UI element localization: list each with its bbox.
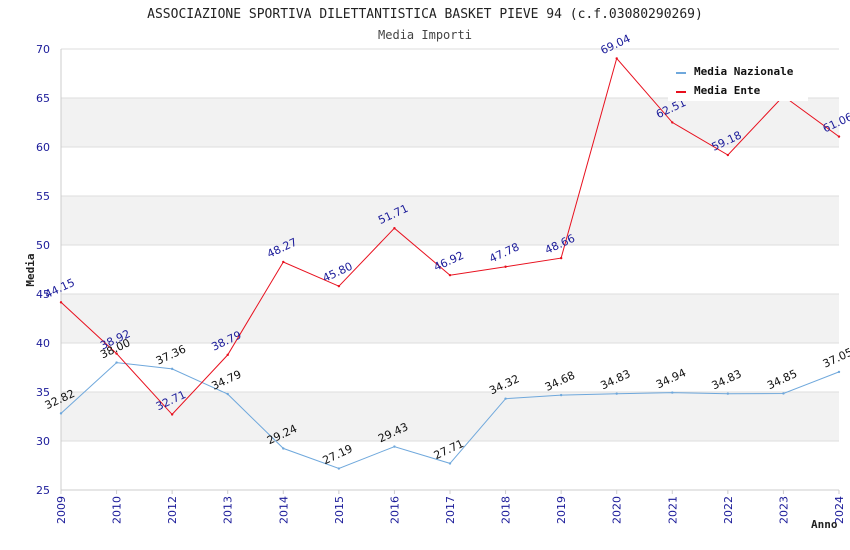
data-point — [448, 462, 452, 465]
y-axis-label: Media — [24, 253, 37, 286]
x-tick-label: 2018 — [500, 496, 513, 524]
y-tick-label: 65 — [36, 92, 50, 105]
data-label: 34.85 — [765, 367, 799, 392]
data-label: 46.92 — [432, 249, 466, 274]
data-point — [837, 370, 841, 374]
data-label: 34.79 — [209, 368, 243, 393]
data-point — [726, 392, 730, 395]
data-label: 34.68 — [543, 369, 577, 394]
data-label: 37.36 — [154, 342, 188, 367]
data-label: 34.83 — [598, 367, 632, 392]
x-tick-label: 2019 — [555, 496, 568, 524]
x-tick-label: 2022 — [722, 496, 735, 524]
y-tick-label: 70 — [36, 43, 50, 56]
x-tick-label: 2016 — [388, 496, 401, 524]
data-point — [559, 256, 563, 260]
axes — [60, 49, 840, 494]
data-label: 45.80 — [321, 260, 355, 285]
data-point — [59, 412, 63, 415]
x-tick-label: 2024 — [833, 496, 846, 524]
data-point — [559, 393, 563, 397]
y-tick-label: 30 — [36, 435, 50, 448]
data-label: 34.94 — [654, 366, 688, 391]
data-label: 34.83 — [710, 367, 744, 392]
chart-title: ASSOCIAZIONE SPORTIVA DILETTANTISTICA BA… — [147, 7, 703, 22]
data-point — [337, 284, 341, 288]
data-point — [226, 353, 229, 357]
data-point — [170, 367, 174, 371]
x-tick-label: 2012 — [166, 496, 179, 524]
x-tick-label: 2015 — [333, 496, 346, 524]
grid-band — [61, 392, 839, 441]
data-point — [59, 301, 63, 304]
data-point — [226, 392, 229, 396]
data-point — [504, 397, 507, 400]
x-tick-label: 2010 — [111, 496, 124, 524]
data-point — [393, 227, 396, 230]
x-tick-label: 2023 — [777, 496, 790, 524]
data-point — [782, 392, 785, 395]
data-point — [282, 447, 285, 450]
data-point — [671, 121, 674, 124]
grid-band — [61, 294, 839, 343]
chart-subtitle: Media Importi — [378, 28, 472, 42]
data-point — [504, 265, 507, 268]
data-point — [726, 153, 730, 157]
x-tick-label: 2014 — [277, 496, 290, 524]
legend-label-nazionale: Media Nazionale — [694, 65, 794, 78]
data-point — [393, 445, 396, 448]
data-point — [337, 467, 341, 470]
y-tick-label: 25 — [36, 484, 50, 497]
data-point — [448, 273, 452, 277]
x-axis-label: Anno — [811, 518, 838, 531]
legend-label-ente: Media Ente — [694, 84, 761, 97]
y-tick-label: 60 — [36, 141, 50, 154]
legend: Media Nazionale Media Ente — [668, 59, 808, 101]
y-tick-label: 55 — [36, 190, 50, 203]
data-point — [282, 260, 285, 264]
y-tick-label: 35 — [36, 386, 50, 399]
x-tick-label: 2021 — [666, 496, 679, 524]
tick-labels: 25 30 35 40 45 50 55 60 65 70 2009 2010 2012 2013 2014… — [36, 43, 846, 524]
y-tick-label: 40 — [36, 337, 50, 350]
x-tick-label: 2017 — [444, 496, 457, 524]
y-tick-label: 50 — [36, 239, 50, 252]
data-point — [615, 392, 618, 395]
x-tick-label: 2020 — [611, 496, 624, 524]
data-point — [170, 413, 174, 416]
grid-band — [61, 98, 839, 147]
data-point — [615, 57, 618, 60]
data-label: 27.19 — [321, 442, 355, 467]
data-point — [115, 352, 118, 355]
grid-band — [61, 196, 839, 245]
data-point — [115, 361, 118, 364]
x-tick-label: 2009 — [55, 496, 68, 524]
data-point — [837, 135, 841, 138]
series-lines — [59, 57, 841, 470]
data-label: 69.04 — [598, 32, 632, 57]
data-label: 37.05 — [821, 346, 850, 371]
x-tick-label: 2013 — [222, 496, 235, 524]
y-tick-label: 45 — [36, 288, 50, 301]
grid-bands — [61, 98, 839, 441]
data-point — [671, 391, 674, 394]
